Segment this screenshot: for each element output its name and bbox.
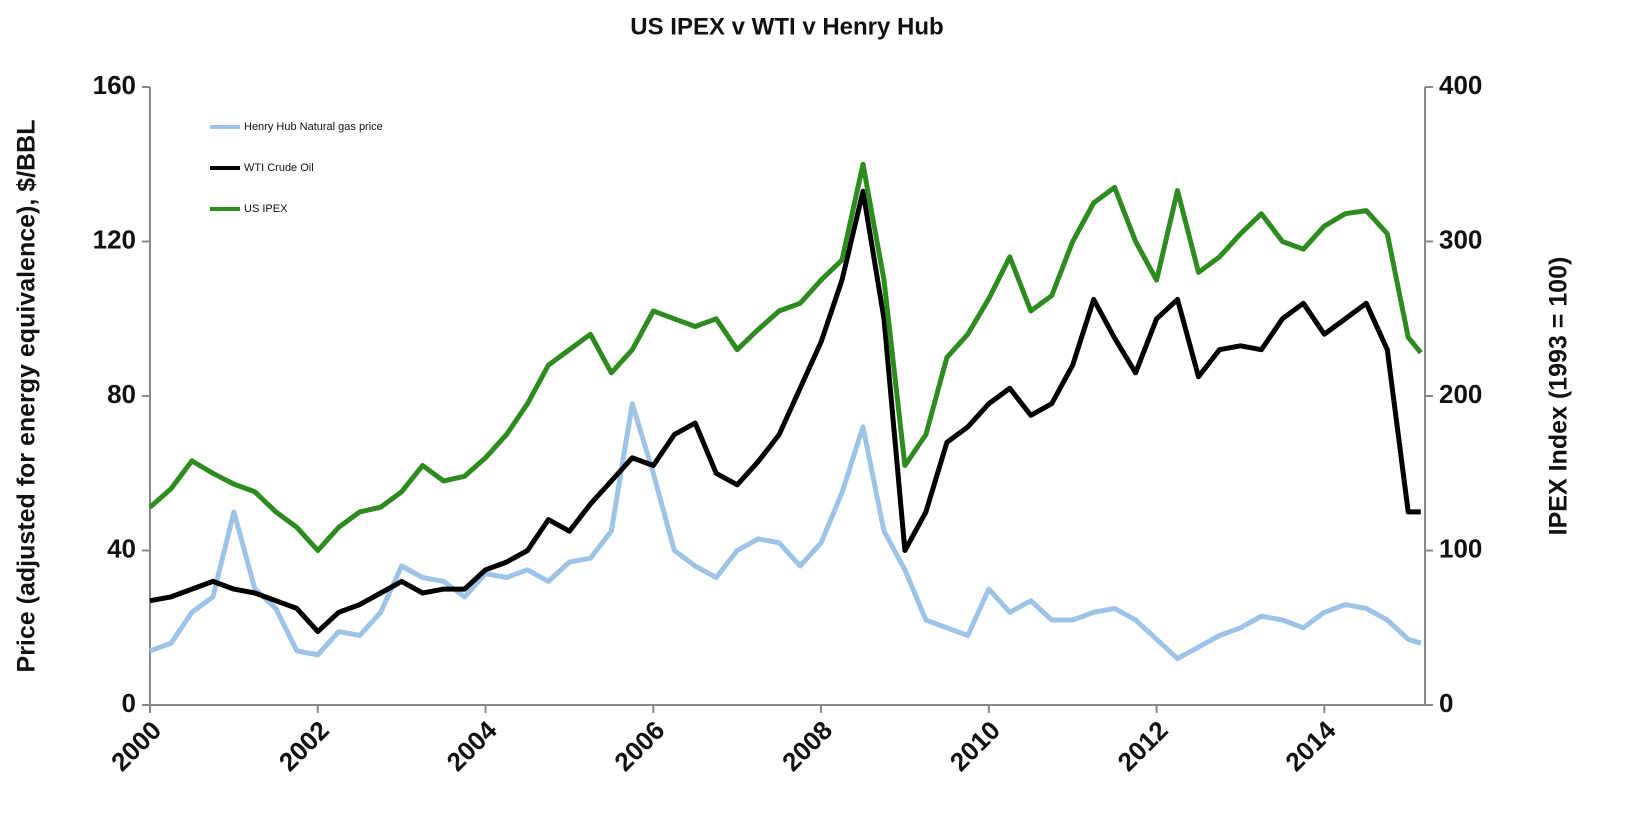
x-tick-label: 2004 [441, 715, 503, 777]
x-tick-label: 2008 [776, 715, 838, 777]
y-tick-label: 40 [107, 533, 136, 563]
y2-tick-label: 100 [1439, 533, 1482, 563]
y-tick-label: 0 [122, 688, 136, 718]
y2-tick-label: 300 [1439, 224, 1482, 254]
chart-title: US IPEX v WTI v Henry Hub [630, 13, 943, 40]
y-axis-label: Price (adjusted for energy equivalence),… [13, 120, 41, 673]
legend-label: Henry Hub Natural gas price [244, 121, 383, 133]
x-tick-label: 2000 [105, 715, 167, 777]
y2-tick-label: 200 [1439, 379, 1482, 409]
x-tick-label: 2002 [273, 715, 335, 777]
legend-label: US IPEX [244, 203, 288, 215]
x-tick-label: 2010 [944, 715, 1006, 777]
y2-tick-label: 400 [1439, 70, 1482, 100]
series-line [148, 161, 1423, 553]
y2-axis-label: IPEX Index (1993 = 100) [1545, 257, 1573, 536]
x-tick-label: 2012 [1112, 715, 1174, 777]
y2-tick-label: 0 [1439, 688, 1453, 718]
legend-label: WTI Crude Oil [244, 162, 314, 174]
x-tick-label: 2014 [1279, 715, 1341, 777]
x-tick-label: 2006 [608, 715, 670, 777]
y-tick-label: 80 [107, 379, 136, 409]
y-tick-label: 160 [93, 70, 136, 100]
series-line [149, 188, 1421, 635]
y-tick-label: 120 [93, 224, 136, 254]
series-line [149, 401, 1422, 662]
